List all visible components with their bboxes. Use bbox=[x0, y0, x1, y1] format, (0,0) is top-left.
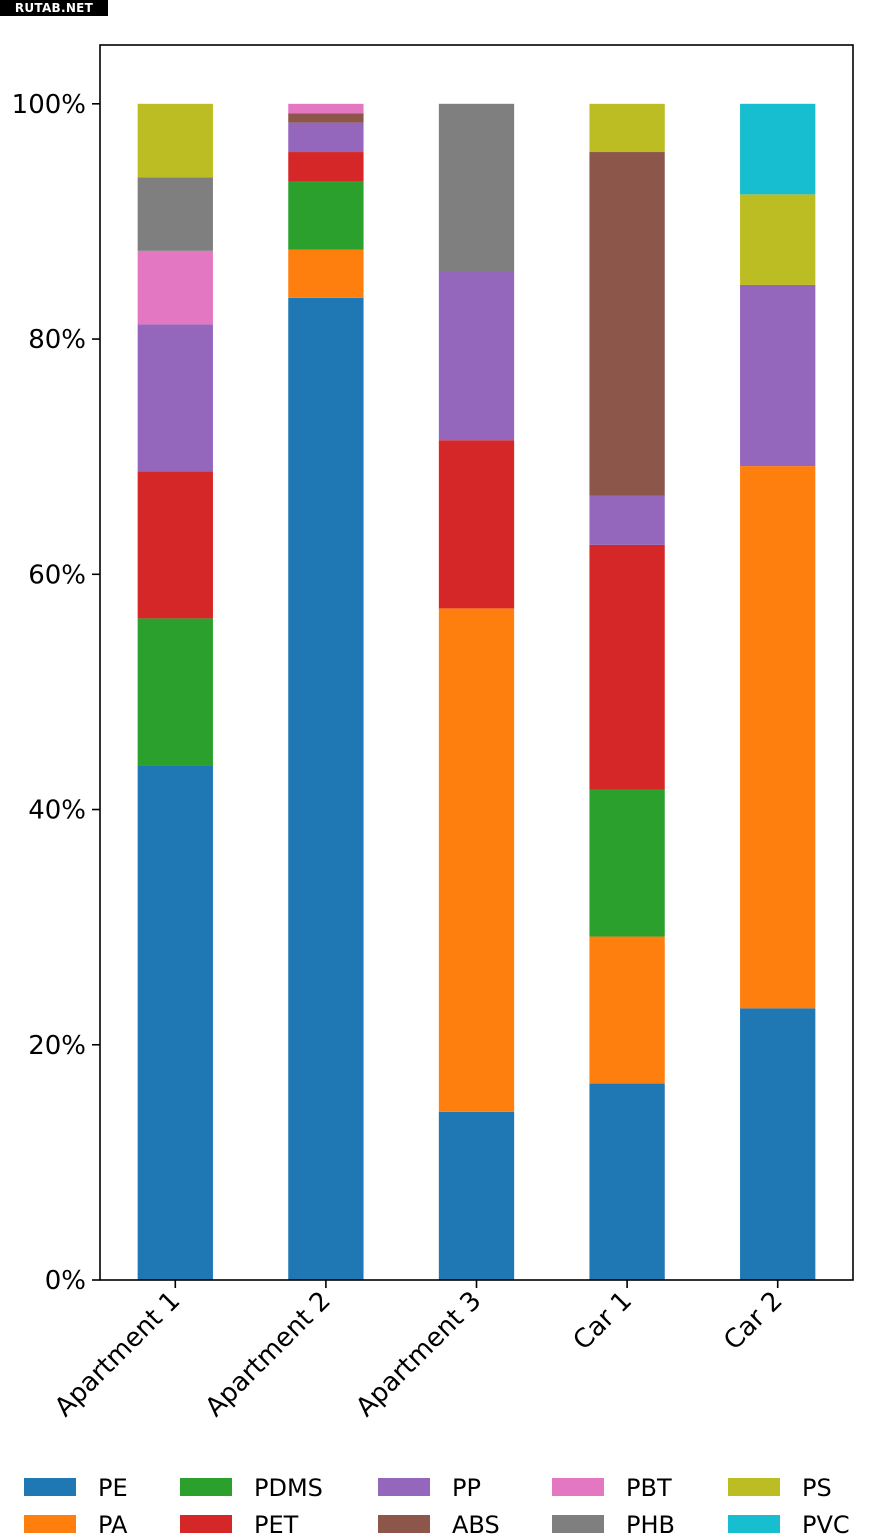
legend-swatch-pet bbox=[180, 1515, 232, 1533]
x-tick-label: Apartment 1 bbox=[49, 1286, 186, 1423]
bar-segment-pet-1 bbox=[288, 152, 364, 182]
bar-segment-pe-0 bbox=[137, 765, 213, 1280]
legend-label-ps: PS bbox=[802, 1474, 832, 1502]
legend-label-abs: ABS bbox=[452, 1511, 500, 1538]
bar-segment-pe-4 bbox=[740, 1008, 816, 1280]
bar-segment-phb-0 bbox=[137, 177, 213, 251]
y-tick-label: 40% bbox=[28, 796, 86, 826]
bar-segment-pdms-1 bbox=[288, 181, 364, 250]
bar-segment-ps-4 bbox=[740, 194, 816, 285]
legend-swatch-pa bbox=[24, 1515, 76, 1533]
legend-label-pdms: PDMS bbox=[254, 1474, 323, 1502]
bar-segment-pp-4 bbox=[740, 284, 816, 467]
bar-segment-pet-3 bbox=[589, 544, 665, 790]
x-tick-label: Car 1 bbox=[568, 1286, 638, 1356]
x-axis: Apartment 1 Apartment 2 Apartment 3 Car 1 Ca… bbox=[49, 1280, 789, 1423]
bar-segment-phb-2 bbox=[438, 103, 515, 273]
bars-layer bbox=[137, 103, 816, 1280]
x-tick-label: Car 2 bbox=[718, 1286, 788, 1356]
y-tick-label: 80% bbox=[28, 325, 86, 355]
legend: PE PA PDMS PET PP ABS PBT PHB PS PVC bbox=[24, 1474, 850, 1538]
bar-segment-pbt-0 bbox=[137, 250, 213, 325]
watermark: RUTAB.NET bbox=[0, 0, 108, 16]
x-tick-label: Apartment 2 bbox=[200, 1286, 337, 1423]
legend-label-pvc: PVC bbox=[802, 1511, 850, 1538]
legend-swatch-pbt bbox=[552, 1478, 604, 1496]
y-tick-label: 100% bbox=[12, 90, 86, 120]
y-axis: 0% 20% 40% 60% 80% 100% bbox=[12, 90, 100, 1296]
bar-segment-pa-3 bbox=[589, 936, 665, 1084]
plot-frame bbox=[99, 44, 854, 1281]
legend-label-pet: PET bbox=[254, 1511, 299, 1538]
legend-label-pp: PP bbox=[452, 1474, 481, 1502]
bar-segment-pa-2 bbox=[438, 608, 515, 1112]
bar-segment-pa-4 bbox=[740, 466, 816, 1009]
legend-label-phb: PHB bbox=[626, 1511, 675, 1538]
bar-segment-pe-2 bbox=[438, 1111, 515, 1280]
legend-swatch-phb bbox=[552, 1515, 604, 1533]
legend-label-pbt: PBT bbox=[626, 1474, 672, 1502]
bar-segment-pet-0 bbox=[137, 471, 213, 619]
legend-label-pe: PE bbox=[98, 1474, 128, 1502]
bar-segment-abs-1 bbox=[288, 113, 364, 123]
bar-segment-pp-2 bbox=[438, 272, 515, 441]
bar-segment-pp-0 bbox=[137, 324, 213, 472]
bar-segment-pdms-0 bbox=[137, 618, 213, 766]
bar-segment-pp-1 bbox=[288, 122, 364, 153]
legend-label-pa: PA bbox=[98, 1511, 128, 1538]
bar-segment-pdms-3 bbox=[589, 789, 665, 937]
y-tick-label: 60% bbox=[28, 560, 86, 590]
x-tick-label: Apartment 3 bbox=[350, 1286, 487, 1423]
legend-swatch-ps bbox=[728, 1478, 780, 1496]
y-tick-label: 20% bbox=[28, 1031, 86, 1061]
bar-segment-pe-3 bbox=[589, 1083, 665, 1280]
bar-segment-pp-3 bbox=[589, 495, 665, 545]
bar-segment-pvc-4 bbox=[740, 103, 816, 195]
legend-swatch-pdms bbox=[180, 1478, 232, 1496]
bar-segment-ps-3 bbox=[589, 103, 665, 153]
bar-segment-pbt-1 bbox=[288, 103, 364, 114]
bar-segment-pe-1 bbox=[288, 297, 364, 1280]
bar-segment-pet-2 bbox=[438, 440, 515, 609]
bar-segment-pa-1 bbox=[288, 249, 364, 298]
legend-swatch-pp bbox=[378, 1478, 430, 1496]
y-tick-label: 0% bbox=[45, 1266, 86, 1296]
legend-swatch-pe bbox=[24, 1478, 76, 1496]
legend-swatch-abs bbox=[378, 1515, 430, 1533]
legend-swatch-pvc bbox=[728, 1515, 780, 1533]
bar-segment-abs-3 bbox=[589, 152, 665, 496]
bar-segment-ps-0 bbox=[137, 103, 213, 178]
